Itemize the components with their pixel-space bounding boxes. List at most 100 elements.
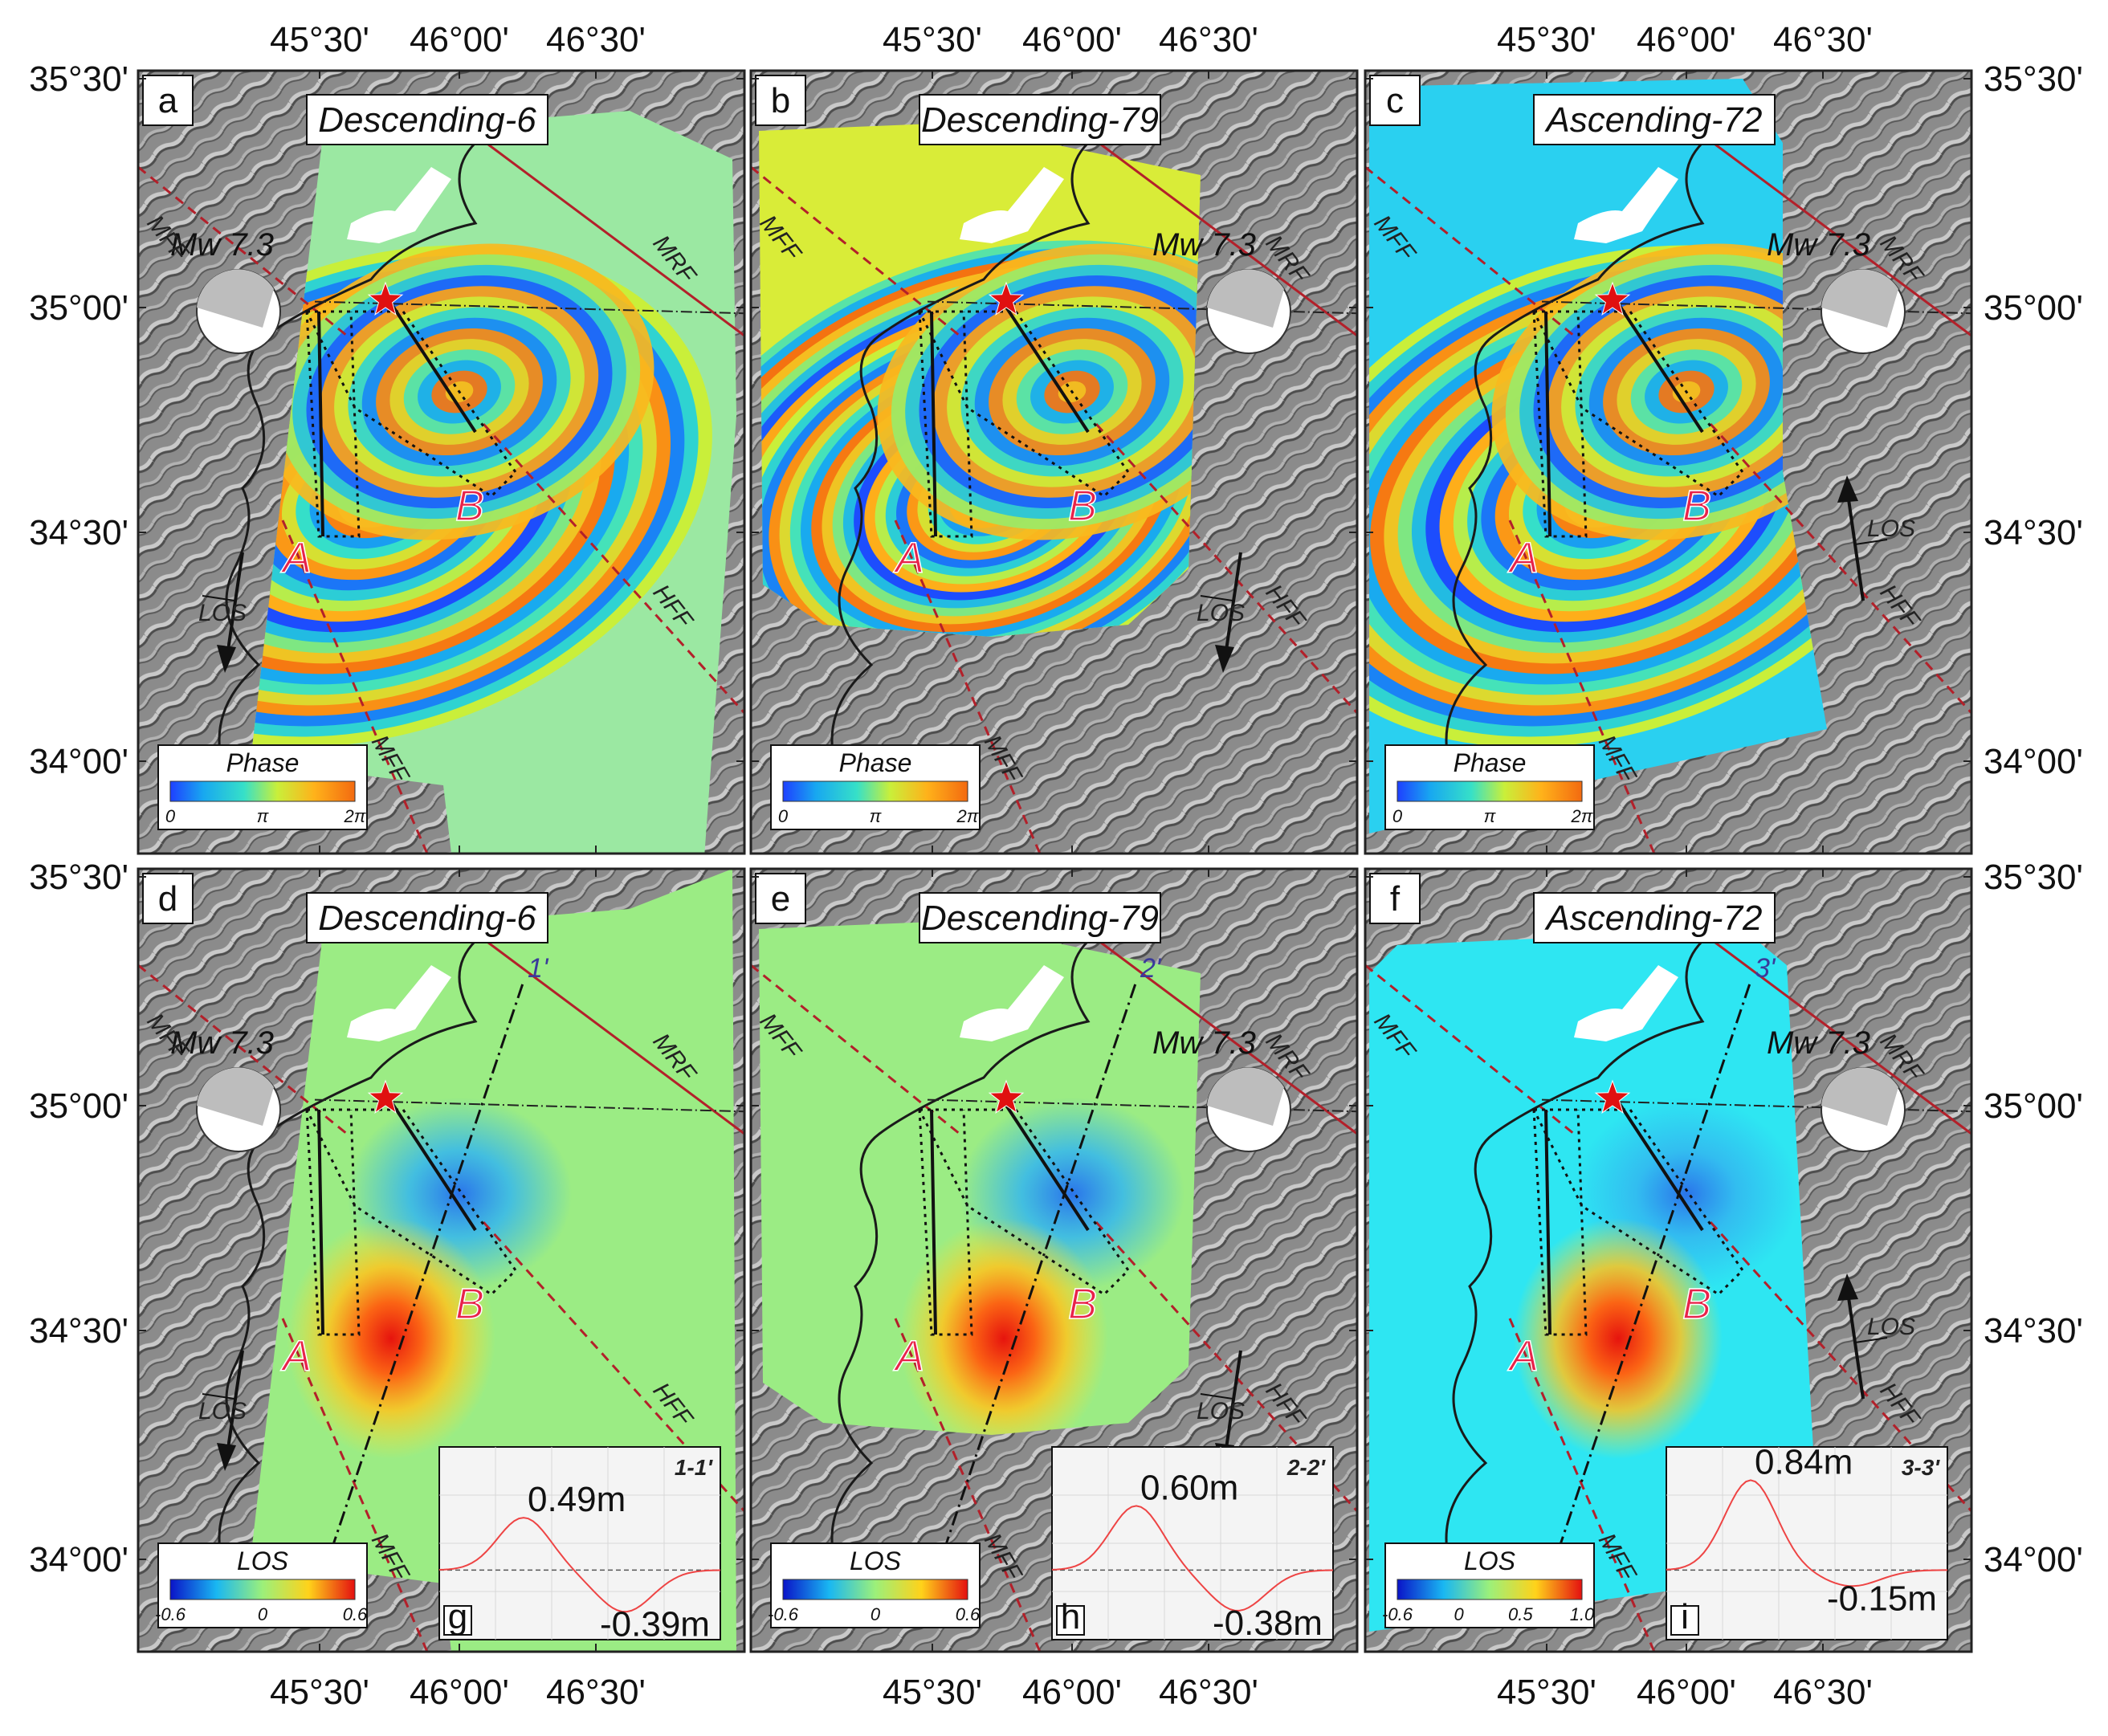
fault-trace-model	[1002, 302, 1090, 434]
fault-trace-mff-south	[1508, 1318, 1656, 1652]
focal-mechanism-compression	[197, 1067, 274, 1126]
panel-title: Descending-6	[318, 899, 536, 938]
los-label: LOS	[198, 1398, 247, 1424]
panel-letter: d	[158, 879, 177, 919]
lon-tick-label: 45°30'	[883, 20, 982, 59]
magnitude-label: Mw 7.3	[170, 1025, 274, 1061]
profile-end-label: 1'	[528, 953, 549, 984]
lat-tick-label: 34°30'	[29, 513, 128, 552]
colorbar-gradient	[1396, 780, 1583, 802]
fault-trace-mff-south	[1508, 520, 1656, 854]
fault-trace-mff-south	[281, 1318, 429, 1652]
profile-min-label: -0.38m	[1213, 1604, 1323, 1643]
lat-tick-label: 35°30'	[29, 858, 128, 897]
fault-trace-mrf	[1702, 931, 1971, 1135]
colorbar: Phase 0 π 2π	[770, 744, 981, 830]
epicenter-star	[1594, 1079, 1631, 1114]
lat-tick-label: 34°30'	[1984, 513, 2083, 552]
los-arrow	[1837, 475, 1888, 601]
colorbar-tick: 0	[778, 806, 789, 826]
profile-inset: 0.84m -0.15m 3-3' i	[1666, 1442, 1948, 1640]
point-a-label: A	[893, 1332, 924, 1380]
fault-trace-mff-north	[1365, 964, 1575, 1135]
country-border	[830, 939, 1091, 1576]
los-arrow	[1837, 1273, 1888, 1400]
colorbar-tick: 2π	[344, 806, 367, 826]
fault-model-box	[1531, 310, 1744, 498]
profile-min-label: -0.15m	[1827, 1579, 1937, 1618]
lon-tick-label: 46°30'	[1159, 1673, 1258, 1712]
point-a-label: A	[280, 1332, 312, 1380]
magnitude-label: Mw 7.3	[1767, 1025, 1870, 1061]
lake	[960, 167, 1064, 243]
country-border	[218, 141, 478, 778]
panel-title-box	[919, 94, 1161, 145]
point-b-label: B	[1682, 482, 1711, 530]
country-border	[1445, 939, 1705, 1576]
fault-trace-hff	[482, 422, 744, 715]
colorbar: LOS -0.6 0 0.6	[155, 1542, 368, 1628]
point-b-label: B	[1682, 1280, 1711, 1328]
epicenter-star	[1594, 281, 1631, 316]
epicenter-star	[367, 1079, 404, 1114]
lon-tick-label: 45°30'	[1497, 20, 1596, 59]
lon-tick-label: 46°00'	[1637, 20, 1736, 59]
colorbar-tick: 0.6	[343, 1604, 368, 1624]
fault-trace-model	[1617, 302, 1704, 434]
profile-name: 3-3'	[1902, 1455, 1940, 1480]
fault-trace-model	[317, 1109, 324, 1335]
colorbar-tick: π	[1484, 806, 1497, 826]
lon-tick-label: 45°30'	[883, 1673, 982, 1712]
uplift-lobe	[1514, 1218, 1723, 1459]
profile-max-label: 0.84m	[1755, 1442, 1853, 1481]
beachball-leader	[314, 1098, 744, 1113]
colorbar-gradient	[782, 780, 968, 802]
point-a-label: A	[893, 534, 924, 582]
colorbar-title: Phase	[1454, 748, 1527, 777]
fault-trace-mff-north	[751, 165, 960, 337]
profile-letter-box	[1670, 1605, 1699, 1636]
lon-tick-label: 46°30'	[1773, 1673, 1873, 1712]
fault-model-box	[305, 311, 361, 538]
lat-tick-label: 34°00'	[29, 1540, 128, 1579]
colorbar-tick: 0	[1454, 1604, 1465, 1624]
lon-tick-label: 46°00'	[1022, 1673, 1122, 1712]
lon-tick-label: 46°00'	[410, 1673, 509, 1712]
lon-tick-label: 46°30'	[546, 20, 646, 59]
colorbar-title: Phase	[839, 748, 912, 777]
los-arrow	[202, 1350, 244, 1471]
colorbar-tick: 2π	[956, 806, 980, 826]
fault-trace-mff-north	[138, 964, 348, 1135]
point-a-label: A	[280, 534, 312, 582]
fault-trace-model	[317, 311, 324, 537]
profile-curve	[1666, 1479, 1947, 1587]
panel-letter-box	[1369, 75, 1421, 126]
point-b-label: B	[455, 1280, 484, 1328]
fault-trace-mff-north	[138, 165, 348, 337]
lake	[347, 965, 451, 1041]
panel-e: Mw 7.3ABMFFMRFHFFMFFLOS22'eDescending-79…	[749, 867, 1359, 1653]
focal-mechanism-compression	[1821, 1067, 1898, 1126]
fault-trace-model	[389, 302, 477, 434]
panel-f: Mw 7.3ABMFFMRFHFFMFFLOS33'fAscending-72L…	[1364, 867, 1973, 1653]
lon-tick-label: 46°30'	[1159, 20, 1258, 59]
colorbar-gradient	[782, 1579, 968, 1600]
lon-tick-label: 45°30'	[1497, 1673, 1596, 1712]
fault-trace-hff	[1095, 422, 1357, 715]
magnitude-label: Mw 7.3	[170, 227, 274, 263]
lake	[1574, 965, 1678, 1041]
colorbar-tick: 1.0	[1570, 1604, 1595, 1624]
profile-min-label: -0.39m	[600, 1604, 710, 1644]
panel-title: Descending-6	[318, 100, 536, 140]
lake	[1574, 167, 1678, 243]
point-b-label: B	[1068, 1280, 1097, 1328]
lon-tick-label: 45°30'	[270, 20, 369, 59]
lon-tick-label: 45°30'	[270, 1673, 369, 1712]
panel-frame	[1364, 867, 1973, 1653]
colorbar-tick: 0	[871, 1604, 881, 1624]
lat-tick-label: 34°00'	[1984, 742, 2083, 781]
panel-title: Descending-79	[921, 100, 1159, 140]
magnitude-label: Mw 7.3	[1767, 227, 1870, 263]
